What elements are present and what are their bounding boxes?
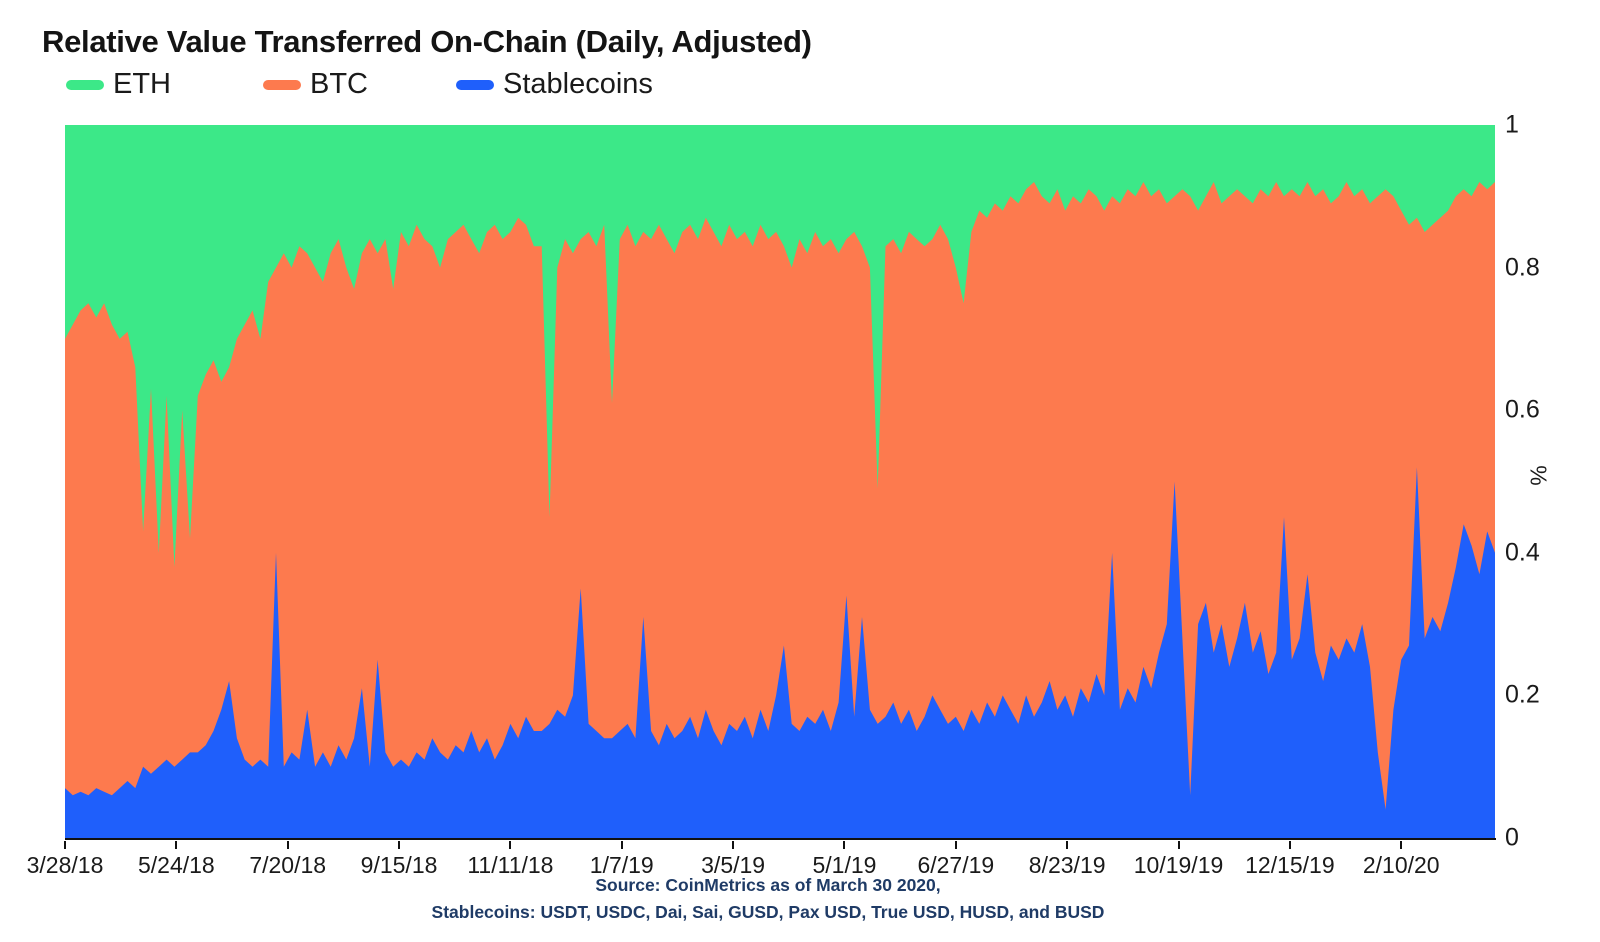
- x-tick-label: 6/27/19: [917, 852, 995, 878]
- eth-legend-swatch-icon: [66, 79, 104, 90]
- legend-item-btc[interactable]: BTC: [263, 70, 368, 99]
- x-tick-mark: [286, 841, 289, 849]
- y-tick-label: 0.8: [1505, 253, 1540, 282]
- x-tick-mark: [954, 841, 957, 849]
- source-line: Source: CoinMetrics as of March 30 2020,: [595, 875, 941, 895]
- x-tick-label: 10/19/19: [1133, 852, 1224, 878]
- x-tick-label: 11/11/18: [467, 852, 554, 878]
- x-tick-mark: [1400, 841, 1403, 849]
- btc-area: [65, 182, 1495, 838]
- x-tick-label: 12/15/19: [1245, 852, 1335, 878]
- y-tick-label: 0.4: [1505, 538, 1540, 567]
- y-tick-label: 0.6: [1505, 395, 1540, 424]
- btc-legend-swatch-icon: [263, 79, 301, 90]
- stablecoins-area: [65, 467, 1495, 838]
- x-tick-mark: [732, 841, 735, 849]
- x-tick-mark: [620, 841, 623, 849]
- x-tick-mark: [64, 841, 66, 849]
- legend-label-eth: ETH: [113, 68, 171, 100]
- x-tick-mark: [1066, 841, 1069, 849]
- x-tick-label: 2/10/20: [1362, 852, 1440, 878]
- legend-label-btc: BTC: [310, 68, 368, 100]
- legend-item-eth[interactable]: ETH: [66, 70, 171, 99]
- x-tick-mark: [509, 841, 512, 849]
- x-tick-mark: [1177, 841, 1180, 849]
- x-tick-mark: [1288, 841, 1291, 849]
- x-tick-mark: [398, 841, 401, 849]
- stablecoins-legend-swatch-icon: [456, 79, 494, 90]
- x-tick-label: 7/20/18: [249, 852, 327, 878]
- legend-label-stablecoins: Stablecoins: [503, 68, 653, 100]
- x-tick-mark: [175, 841, 178, 849]
- y-tick-label: 1: [1505, 110, 1519, 139]
- x-tick-label: 5/1/19: [812, 852, 877, 878]
- stablecoins-definition-line: Stablecoins: USDT, USDC, Dai, Sai, GUSD,…: [431, 902, 1105, 923]
- chart-area: [65, 125, 1495, 838]
- x-tick-mark: [843, 841, 846, 849]
- y-axis-title: %: [1525, 465, 1552, 486]
- source-footer: Source: CoinMetrics as of March 30 2020,…: [0, 872, 1536, 926]
- x-tick-label: 5/24/18: [137, 852, 215, 878]
- chart-title: Relative Value Transferred On-Chain (Dai…: [42, 24, 812, 59]
- x-axis-line: [65, 838, 1496, 840]
- legend-item-stablecoins[interactable]: Stablecoins: [456, 70, 653, 99]
- y-tick-label: 0.2: [1505, 680, 1540, 709]
- x-tick-label: 3/5/19: [701, 852, 766, 878]
- stacked-area-svg: [65, 125, 1495, 838]
- x-tick-label: 1/7/19: [589, 852, 654, 878]
- x-tick-label: 8/23/19: [1028, 852, 1106, 878]
- x-tick-label: 3/28/18: [26, 852, 104, 878]
- x-tick-label: 9/15/18: [360, 852, 438, 878]
- chart-legend: ETH BTC Stablecoins: [0, 70, 1600, 104]
- y-tick-label: 0: [1505, 823, 1519, 852]
